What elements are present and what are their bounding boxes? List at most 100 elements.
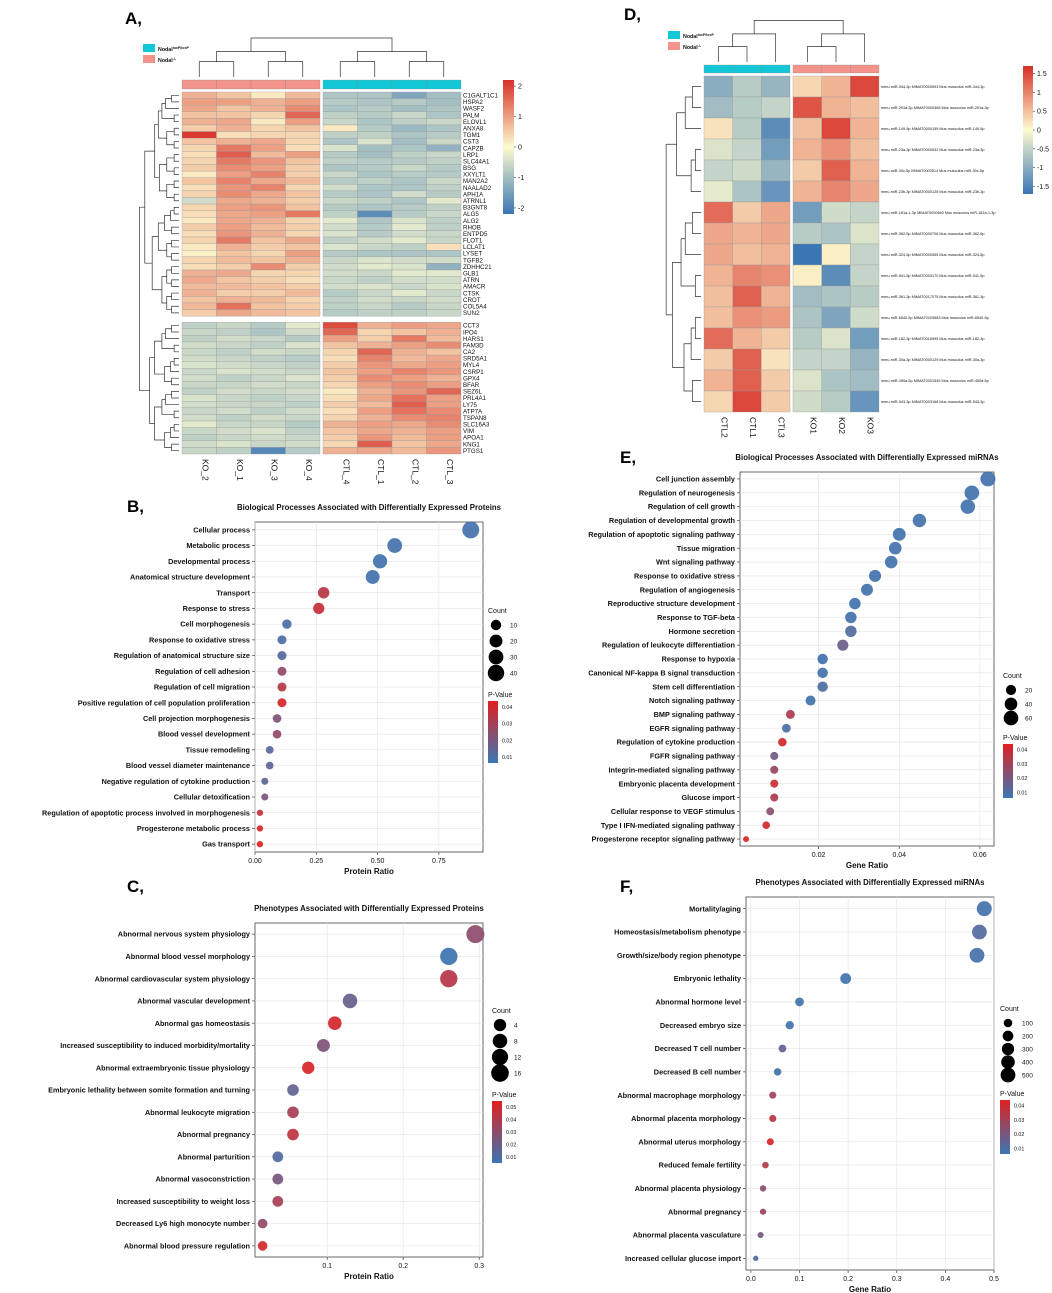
heatmap-cell xyxy=(426,118,462,126)
heatmap-cell xyxy=(285,250,321,257)
row-label: RHOB xyxy=(463,224,481,231)
heatmap-cell xyxy=(216,217,252,225)
size-legend-label: 8 xyxy=(514,1038,518,1045)
row-label: VIM xyxy=(463,428,474,435)
data-point xyxy=(770,765,779,774)
plot-title: Biological Processes Associated with Dif… xyxy=(735,453,999,462)
data-point xyxy=(849,597,861,610)
y-category-label: Increased cellular glucose import xyxy=(625,1254,742,1263)
y-category-label: Abnormal vasoconstriction xyxy=(156,1175,250,1184)
heatmap-cell xyxy=(322,309,358,317)
x-tick-label: 0.02 xyxy=(812,852,826,859)
heatmap-cell xyxy=(250,210,286,218)
size-legend-label: 40 xyxy=(1025,701,1033,708)
data-point xyxy=(969,947,985,963)
y-category-label: Abnormal gas homeostasis xyxy=(155,1019,250,1028)
y-category-label: Abnormal nervous system physiology xyxy=(118,930,251,939)
heatmap-cell xyxy=(250,447,286,455)
heatmap-cell xyxy=(732,117,762,140)
heatmap-cell xyxy=(850,264,880,287)
heatmap-cell xyxy=(285,263,321,271)
heatmap-cell xyxy=(250,151,286,159)
heatmap-cell xyxy=(850,369,880,392)
heatmap-cell xyxy=(285,105,321,112)
heatmap-cell xyxy=(391,256,427,264)
column-dendrogram-branch xyxy=(250,37,393,52)
y-category-label: FGFR signaling pathway xyxy=(650,752,736,761)
x-tick-label: 0.00 xyxy=(248,858,262,865)
heatmap-cell xyxy=(322,387,358,395)
annotation-cell xyxy=(732,64,762,74)
color-legend-title: P-Value xyxy=(492,1092,516,1099)
y-category-label: Mortality/aging xyxy=(689,904,741,913)
heatmap-cell xyxy=(285,289,321,297)
heatmap-cell xyxy=(391,414,427,422)
heatmap-cell xyxy=(216,420,252,428)
heatmap-cell xyxy=(850,138,880,161)
heatmap-cell xyxy=(181,124,217,132)
row-label: mmu-miR-23b-3p MIMAT0000125 Mus musculus… xyxy=(881,190,985,194)
heatmap-cell xyxy=(216,177,252,185)
heatmap-cell xyxy=(391,341,427,349)
heatmap-cell xyxy=(391,420,427,428)
heatmap-cell xyxy=(426,256,462,264)
size-legend-dot xyxy=(1001,1042,1015,1056)
heatmap-cell xyxy=(357,348,393,356)
y-category-label: Decreased T cell number xyxy=(655,1044,742,1053)
heatmap-cell xyxy=(391,354,427,362)
y-category-label: BMP signaling pathway xyxy=(654,710,736,719)
group-legend-swatch xyxy=(143,55,155,63)
pvalue-legend-label: 0.01 xyxy=(506,1155,516,1161)
pvalue-color-bar xyxy=(1000,1100,1010,1154)
heatmap-cell xyxy=(850,75,880,98)
group-legend-superscript: -/- xyxy=(173,57,177,61)
y-category-label: Hormone secretion xyxy=(669,627,736,636)
heatmap-cell xyxy=(357,381,393,389)
heatmap-cell xyxy=(821,264,851,287)
heatmap-cell xyxy=(322,447,358,455)
heatmap-cell xyxy=(792,75,822,98)
heatmap-cell xyxy=(322,256,358,264)
heatmap-cell xyxy=(285,420,321,428)
data-point xyxy=(372,554,388,569)
y-category-label: Abnormal placenta vasculature xyxy=(633,1231,741,1240)
heatmap-cell xyxy=(761,348,791,371)
heatmap-cell xyxy=(703,243,733,266)
heatmap-cell xyxy=(850,117,880,140)
row-label: CSRP1 xyxy=(463,369,484,376)
heatmap-cell xyxy=(322,276,358,284)
heatmap-cell xyxy=(792,222,822,245)
y-category-label: Homeostasis/metabolism phenotype xyxy=(614,928,741,937)
size-legend-dot xyxy=(1000,1067,1016,1083)
y-category-label: Stem cell differentiation xyxy=(652,682,735,691)
column-label: CTL_4 xyxy=(341,459,351,485)
heatmap-cell xyxy=(322,341,358,349)
heatmap-cell xyxy=(250,250,286,257)
heatmap-cell xyxy=(391,210,427,218)
x-axis-label: Protein Ratio xyxy=(344,867,394,876)
heatmap-cell xyxy=(250,230,286,238)
heatmap-cell xyxy=(322,223,358,231)
y-category-label: Cellular process xyxy=(193,525,250,534)
data-point xyxy=(277,651,287,661)
panel-label-d: D, xyxy=(624,5,641,24)
heatmap-cell xyxy=(250,341,286,349)
size-legend-label: 40 xyxy=(510,670,518,677)
pvalue-color-bar xyxy=(1003,744,1013,798)
heatmap-cell xyxy=(216,302,252,310)
x-axis-label: Gene Ratio xyxy=(846,861,888,870)
heatmap-cell xyxy=(821,243,851,266)
row-label: FAM3D xyxy=(463,342,484,349)
y-category-label: Abnormal placenta morphology xyxy=(631,1114,742,1123)
heatmap-cell xyxy=(322,184,358,192)
heatmap-cell xyxy=(761,75,791,98)
x-tick-label: 0.5 xyxy=(989,1276,999,1283)
data-point xyxy=(317,586,330,599)
heatmap-cell xyxy=(391,197,427,205)
heatmap-cell xyxy=(181,434,217,441)
data-point xyxy=(766,1138,774,1146)
heatmap-cell xyxy=(703,180,733,203)
heatmap-cell xyxy=(426,361,462,369)
heatmap-cell xyxy=(250,269,286,277)
heatmap-cell xyxy=(250,98,286,106)
